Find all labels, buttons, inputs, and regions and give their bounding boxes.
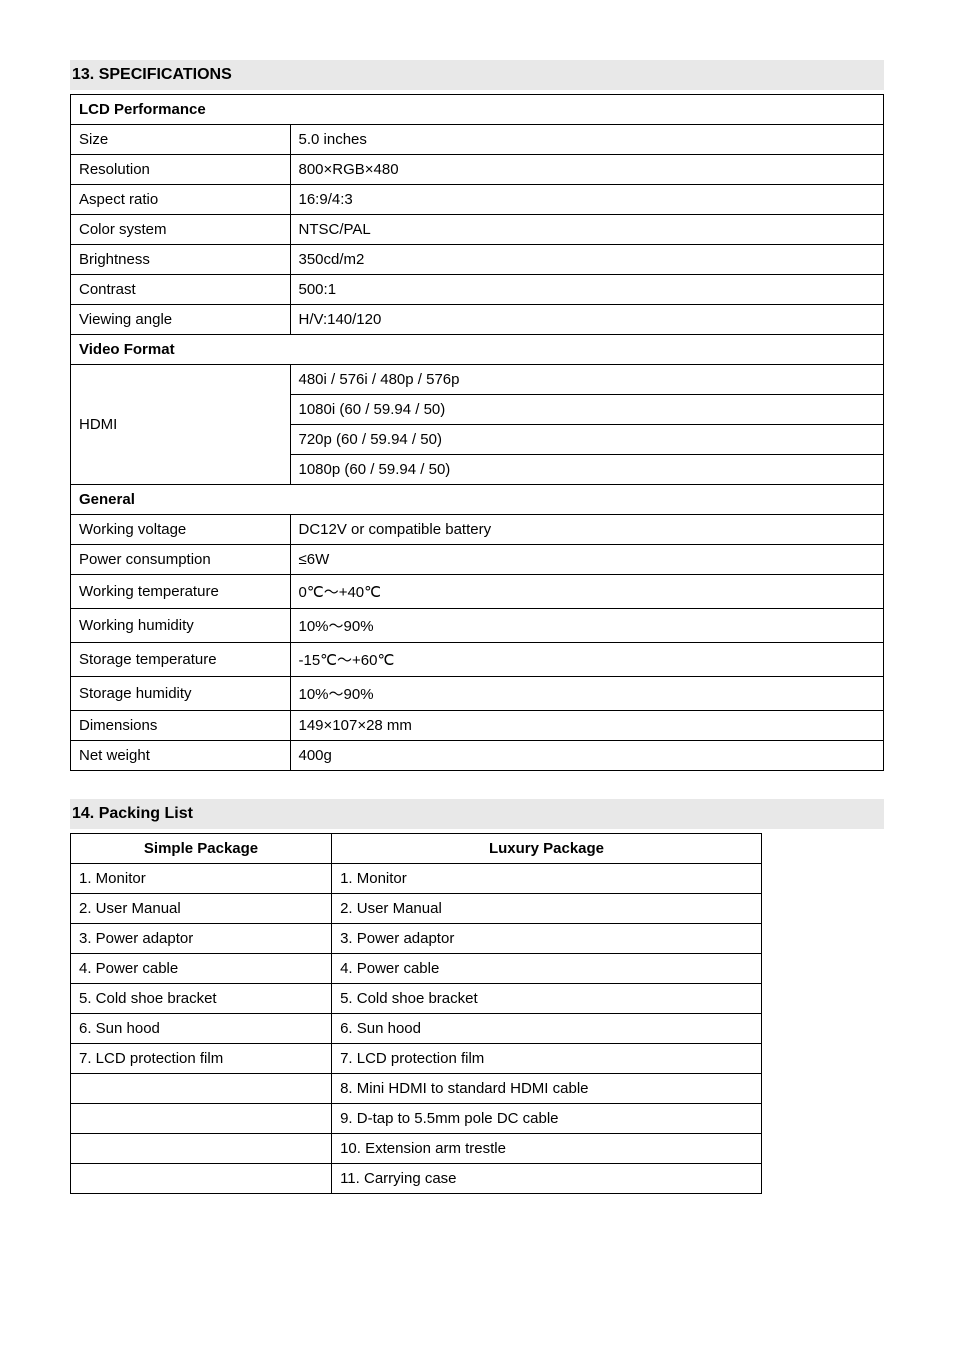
packing-cell: 5. Cold shoe bracket	[332, 984, 762, 1014]
packing-cell: 6. Sun hood	[332, 1014, 762, 1044]
spec-label: Power consumption	[71, 545, 291, 575]
spec-value: 800×RGB×480	[290, 155, 884, 185]
spec-label: Storage temperature	[71, 643, 291, 677]
packing-cell: 6. Sun hood	[71, 1014, 332, 1044]
spec-value: 10%～90%	[290, 609, 884, 643]
spec-value: 350cd/m2	[290, 245, 884, 275]
spec-label: Brightness	[71, 245, 291, 275]
spec-label: Net weight	[71, 741, 291, 771]
spec-value: ≤6W	[290, 545, 884, 575]
packing-cell: 9. D-tap to 5.5mm pole DC cable	[332, 1104, 762, 1134]
packing-table: Simple Package Luxury Package 1. Monitor…	[70, 833, 762, 1194]
hdmi-value: 1080i (60 / 59.94 / 50)	[290, 395, 884, 425]
spec-label: Color system	[71, 215, 291, 245]
specs-table: LCD Performance Size5.0 inches Resolutio…	[70, 94, 884, 771]
packing-cell: 1. Monitor	[332, 864, 762, 894]
general-header: General	[71, 485, 884, 515]
spec-value: H/V:140/120	[290, 305, 884, 335]
packing-cell: 11. Carrying case	[332, 1164, 762, 1194]
hdmi-value: 1080p (60 / 59.94 / 50)	[290, 455, 884, 485]
packing-section-header: 14. Packing List	[70, 799, 884, 829]
specs-section-header: 13. SPECIFICATIONS	[70, 60, 884, 90]
packing-col-simple: Simple Package	[71, 834, 332, 864]
packing-cell: 2. User Manual	[71, 894, 332, 924]
spec-label: Resolution	[71, 155, 291, 185]
spec-value: NTSC/PAL	[290, 215, 884, 245]
packing-cell: 1. Monitor	[71, 864, 332, 894]
spec-label: Dimensions	[71, 711, 291, 741]
hdmi-value: 720p (60 / 59.94 / 50)	[290, 425, 884, 455]
spec-value: 149×107×28 mm	[290, 711, 884, 741]
spec-label: Storage humidity	[71, 677, 291, 711]
spec-label: Working voltage	[71, 515, 291, 545]
packing-cell: 3. Power adaptor	[332, 924, 762, 954]
spec-value: 5.0 inches	[290, 125, 884, 155]
spec-label: Working temperature	[71, 575, 291, 609]
packing-col-luxury: Luxury Package	[332, 834, 762, 864]
spec-value: 400g	[290, 741, 884, 771]
packing-cell: 4. Power cable	[332, 954, 762, 984]
packing-cell	[71, 1134, 332, 1164]
spec-label: Viewing angle	[71, 305, 291, 335]
spec-label: Working humidity	[71, 609, 291, 643]
hdmi-value: 480i / 576i / 480p / 576p	[290, 365, 884, 395]
spec-value: 0℃～+40℃	[290, 575, 884, 609]
spec-value: 10%～90%	[290, 677, 884, 711]
spec-label: Size	[71, 125, 291, 155]
hdmi-label: HDMI	[71, 365, 291, 485]
packing-cell	[71, 1104, 332, 1134]
packing-cell: 4. Power cable	[71, 954, 332, 984]
packing-cell: 5. Cold shoe bracket	[71, 984, 332, 1014]
spec-value: -15℃～+60℃	[290, 643, 884, 677]
lcd-performance-header: LCD Performance	[71, 95, 884, 125]
packing-cell	[71, 1164, 332, 1194]
spec-value: DC12V or compatible battery	[290, 515, 884, 545]
packing-cell	[71, 1074, 332, 1104]
packing-cell: 7. LCD protection film	[332, 1044, 762, 1074]
spec-value: 16:9/4:3	[290, 185, 884, 215]
packing-cell: 2. User Manual	[332, 894, 762, 924]
spec-label: Aspect ratio	[71, 185, 291, 215]
packing-cell: 7. LCD protection film	[71, 1044, 332, 1074]
spec-value: 500:1	[290, 275, 884, 305]
packing-cell: 3. Power adaptor	[71, 924, 332, 954]
packing-cell: 10. Extension arm trestle	[332, 1134, 762, 1164]
spec-label: Contrast	[71, 275, 291, 305]
video-format-header: Video Format	[71, 335, 884, 365]
packing-cell: 8. Mini HDMI to standard HDMI cable	[332, 1074, 762, 1104]
